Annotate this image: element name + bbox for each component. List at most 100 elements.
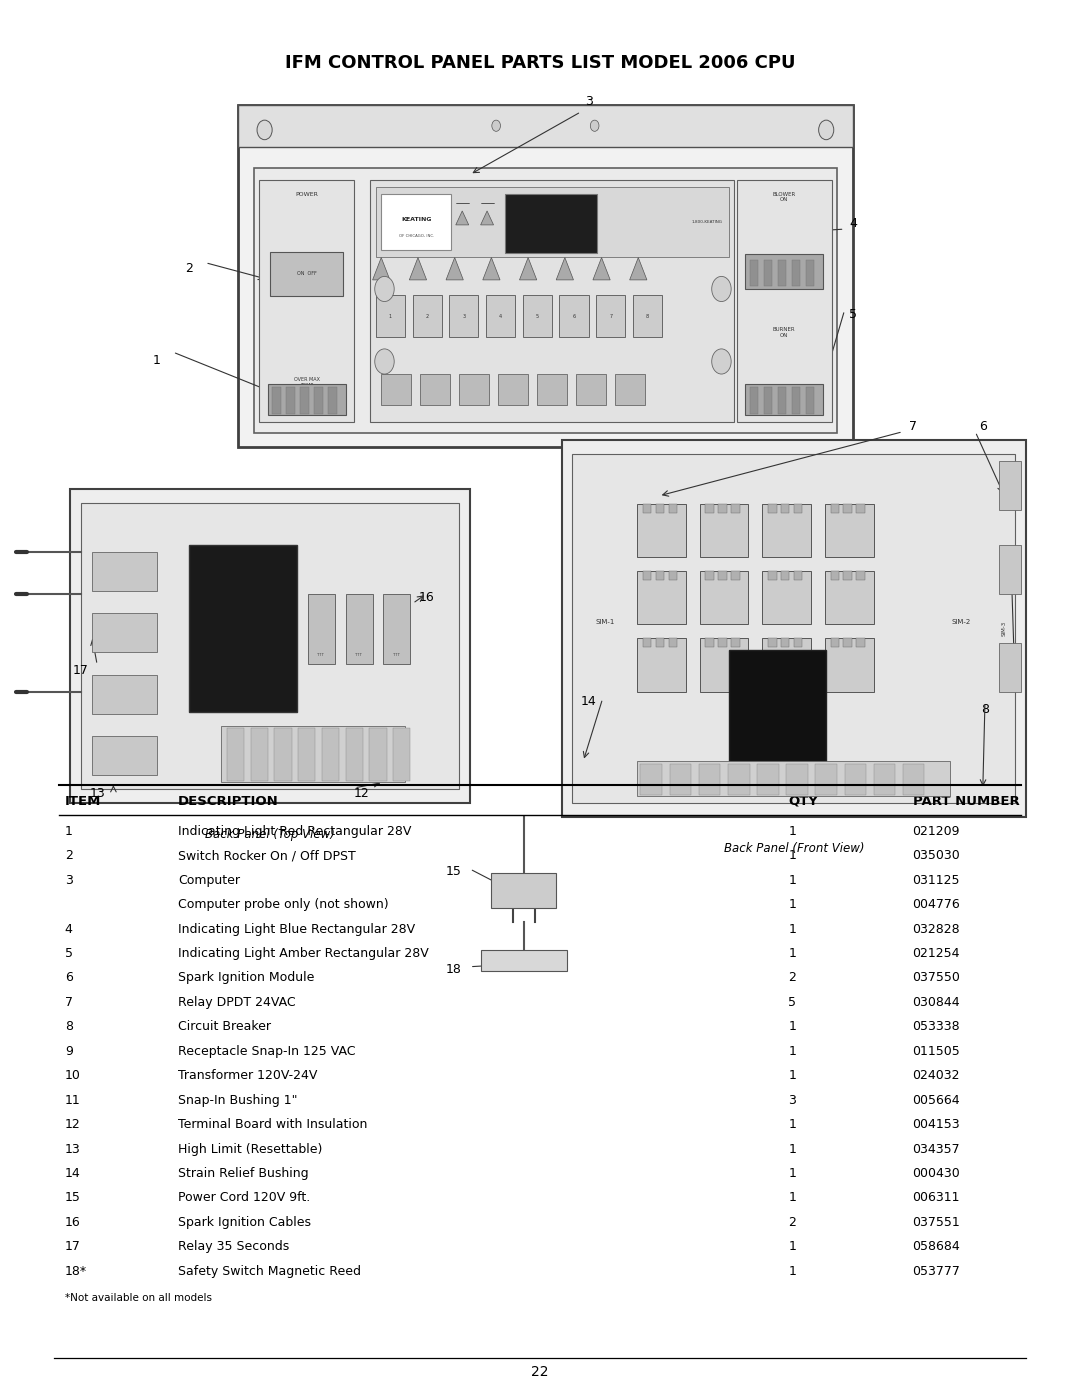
Text: 058684: 058684 — [913, 1241, 960, 1253]
Text: 9: 9 — [65, 1045, 72, 1058]
Bar — [505, 194, 597, 253]
Text: 7: 7 — [609, 314, 612, 319]
Bar — [705, 571, 714, 580]
Polygon shape — [409, 257, 427, 279]
Bar — [298, 728, 315, 781]
Bar — [778, 260, 786, 286]
Text: 11: 11 — [65, 1094, 81, 1106]
Text: 031125: 031125 — [913, 873, 960, 887]
Bar — [81, 503, 459, 789]
Bar — [633, 295, 662, 337]
Text: 000430: 000430 — [913, 1166, 960, 1180]
Text: 16: 16 — [65, 1215, 81, 1229]
Text: Strain Relief Bushing: Strain Relief Bushing — [178, 1166, 309, 1180]
Bar — [308, 594, 335, 664]
Bar — [381, 374, 411, 405]
Bar — [498, 374, 528, 405]
Bar — [778, 387, 786, 414]
Bar — [843, 571, 852, 580]
Text: OF CHICAGO, INC.: OF CHICAGO, INC. — [400, 235, 434, 237]
Text: 1-800-KEATING: 1-800-KEATING — [692, 221, 723, 224]
Bar — [700, 638, 748, 692]
Text: 037551: 037551 — [913, 1215, 960, 1229]
Text: 2: 2 — [65, 849, 72, 862]
Bar — [449, 295, 478, 337]
Bar — [637, 638, 686, 692]
Bar — [596, 295, 625, 337]
Bar — [459, 374, 489, 405]
Text: 6: 6 — [978, 419, 987, 433]
Bar — [831, 504, 839, 513]
Text: 6: 6 — [572, 314, 576, 319]
Bar — [92, 552, 157, 591]
Bar — [221, 726, 405, 782]
Text: High Limit (Resettable): High Limit (Resettable) — [178, 1143, 323, 1155]
Bar — [806, 260, 814, 286]
Polygon shape — [446, 257, 463, 279]
Bar — [189, 545, 297, 712]
Text: TTT: TTT — [355, 652, 362, 657]
Text: 1: 1 — [152, 353, 161, 367]
Bar — [92, 736, 157, 775]
Bar — [562, 440, 1026, 817]
Text: 1: 1 — [788, 922, 796, 936]
Polygon shape — [483, 257, 500, 279]
Bar — [815, 764, 837, 795]
Bar — [300, 387, 309, 414]
Text: 1: 1 — [788, 1192, 796, 1204]
Bar — [831, 571, 839, 580]
Bar — [669, 504, 677, 513]
Text: 1: 1 — [788, 873, 796, 887]
Bar — [486, 295, 515, 337]
Text: 1: 1 — [389, 314, 392, 319]
Text: 15: 15 — [65, 1192, 81, 1204]
Circle shape — [819, 120, 834, 140]
Bar — [762, 638, 811, 692]
Bar — [731, 504, 740, 513]
Text: 18: 18 — [446, 963, 461, 977]
Text: 14: 14 — [581, 694, 596, 708]
Text: 14: 14 — [65, 1166, 81, 1180]
Text: 8: 8 — [646, 314, 649, 319]
Text: Snap-In Bushing 1": Snap-In Bushing 1" — [178, 1094, 298, 1106]
Text: 10: 10 — [65, 1069, 81, 1083]
Bar — [314, 387, 323, 414]
Bar — [376, 295, 405, 337]
Bar — [750, 387, 758, 414]
Text: 030844: 030844 — [913, 996, 960, 1009]
Bar — [705, 504, 714, 513]
Circle shape — [712, 349, 731, 374]
Bar — [420, 374, 450, 405]
Bar — [762, 571, 811, 624]
Text: 1: 1 — [788, 898, 796, 911]
Bar — [856, 571, 865, 580]
Text: 1: 1 — [788, 947, 796, 960]
Text: BLOWER
ON: BLOWER ON — [772, 191, 796, 203]
Circle shape — [257, 120, 272, 140]
Bar — [670, 764, 691, 795]
Text: 2: 2 — [426, 314, 429, 319]
Bar — [643, 638, 651, 647]
Bar — [764, 260, 772, 286]
Bar — [856, 504, 865, 513]
Bar — [718, 571, 727, 580]
Bar — [259, 180, 354, 422]
Text: Transformer 120V-24V: Transformer 120V-24V — [178, 1069, 318, 1083]
Text: 011505: 011505 — [913, 1045, 960, 1058]
Text: 22: 22 — [531, 1365, 549, 1379]
Text: Terminal Board with Insulation: Terminal Board with Insulation — [178, 1118, 367, 1132]
Bar — [792, 387, 800, 414]
Text: 6: 6 — [65, 971, 72, 985]
Text: 12: 12 — [354, 787, 369, 800]
Bar — [750, 260, 758, 286]
Text: TTT: TTT — [318, 652, 324, 657]
Bar — [831, 638, 839, 647]
Text: QTY: QTY — [788, 795, 819, 807]
Bar — [576, 374, 606, 405]
Text: DESCRIPTION: DESCRIPTION — [178, 795, 279, 807]
Bar — [718, 638, 727, 647]
Text: 3: 3 — [584, 95, 593, 109]
Text: 004153: 004153 — [913, 1118, 960, 1132]
Bar — [346, 728, 363, 781]
Circle shape — [375, 349, 394, 374]
